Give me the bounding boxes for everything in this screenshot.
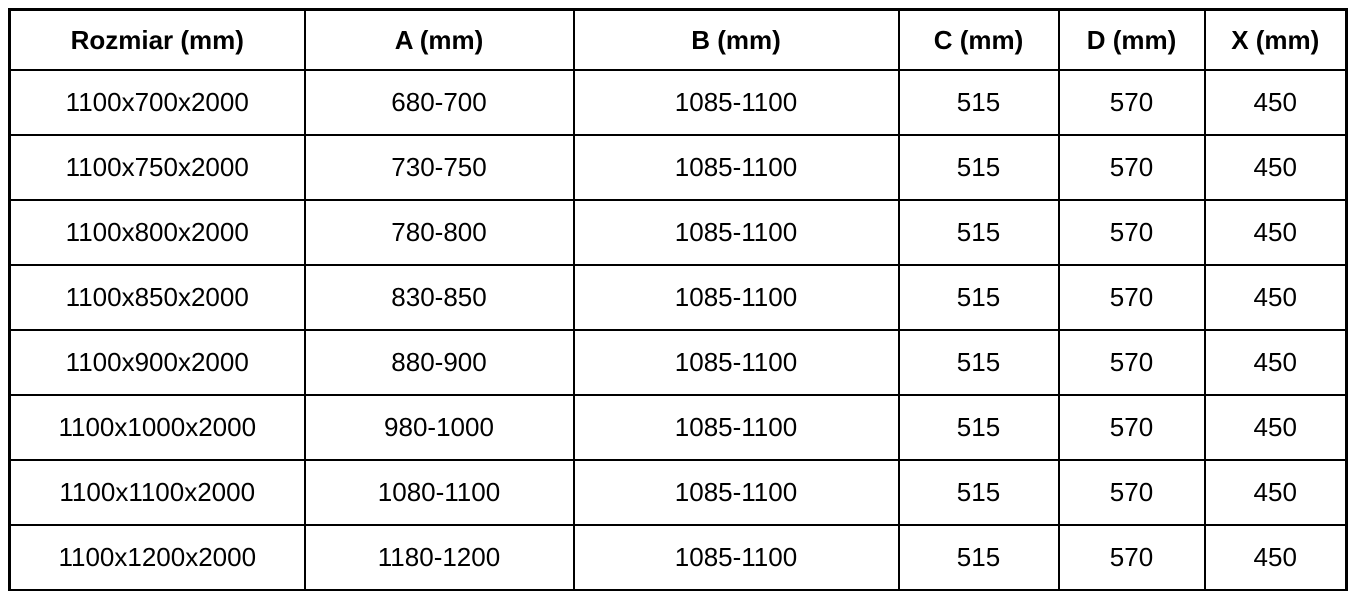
cell-c: 515 — [897, 459, 1060, 526]
cell-a: 1080-1100 — [303, 459, 575, 526]
table-row: 1100x1200x2000 1180-1200 1085-1100 515 5… — [8, 524, 1348, 591]
table-row: 1100x800x2000 780-800 1085-1100 515 570 … — [8, 199, 1348, 266]
cell-rozmiar: 1100x1000x2000 — [8, 394, 306, 461]
column-header-c: C (mm) — [897, 8, 1060, 71]
column-header-rozmiar: Rozmiar (mm) — [8, 8, 306, 71]
cell-a: 780-800 — [303, 199, 575, 266]
cell-a: 880-900 — [303, 329, 575, 396]
table-row: 1100x1000x2000 980-1000 1085-1100 515 57… — [8, 394, 1348, 461]
cell-d: 570 — [1057, 394, 1206, 461]
table-row: 1100x750x2000 730-750 1085-1100 515 570 … — [8, 134, 1348, 201]
cell-x: 450 — [1203, 524, 1348, 591]
cell-b: 1085-1100 — [572, 69, 900, 136]
table-row: 1100x850x2000 830-850 1085-1100 515 570 … — [8, 264, 1348, 331]
cell-rozmiar: 1100x700x2000 — [8, 69, 306, 136]
cell-rozmiar: 1100x1100x2000 — [8, 459, 306, 526]
column-header-b: B (mm) — [572, 8, 900, 71]
cell-b: 1085-1100 — [572, 199, 900, 266]
cell-rozmiar: 1100x1200x2000 — [8, 524, 306, 591]
cell-x: 450 — [1203, 394, 1348, 461]
cell-c: 515 — [897, 199, 1060, 266]
column-header-d: D (mm) — [1057, 8, 1206, 71]
cell-rozmiar: 1100x850x2000 — [8, 264, 306, 331]
cell-d: 570 — [1057, 264, 1206, 331]
cell-b: 1085-1100 — [572, 459, 900, 526]
table-row: 1100x700x2000 680-700 1085-1100 515 570 … — [8, 69, 1348, 136]
cell-a: 730-750 — [303, 134, 575, 201]
cell-d: 570 — [1057, 329, 1206, 396]
cell-a: 830-850 — [303, 264, 575, 331]
cell-x: 450 — [1203, 329, 1348, 396]
cell-b: 1085-1100 — [572, 329, 900, 396]
cell-d: 570 — [1057, 199, 1206, 266]
cell-c: 515 — [897, 394, 1060, 461]
cell-x: 450 — [1203, 199, 1348, 266]
cell-x: 450 — [1203, 134, 1348, 201]
cell-rozmiar: 1100x800x2000 — [8, 199, 306, 266]
cell-a: 980-1000 — [303, 394, 575, 461]
cell-c: 515 — [897, 134, 1060, 201]
cell-d: 570 — [1057, 459, 1206, 526]
cell-a: 1180-1200 — [303, 524, 575, 591]
dimensions-table: Rozmiar (mm) A (mm) B (mm) C (mm) D (mm)… — [8, 8, 1348, 591]
cell-x: 450 — [1203, 264, 1348, 331]
column-header-x: X (mm) — [1203, 8, 1348, 71]
cell-rozmiar: 1100x750x2000 — [8, 134, 306, 201]
cell-c: 515 — [897, 69, 1060, 136]
cell-d: 570 — [1057, 134, 1206, 201]
cell-b: 1085-1100 — [572, 134, 900, 201]
column-header-a: A (mm) — [303, 8, 575, 71]
cell-d: 570 — [1057, 524, 1206, 591]
cell-d: 570 — [1057, 69, 1206, 136]
cell-b: 1085-1100 — [572, 524, 900, 591]
table-row: 1100x1100x2000 1080-1100 1085-1100 515 5… — [8, 459, 1348, 526]
cell-rozmiar: 1100x900x2000 — [8, 329, 306, 396]
cell-x: 450 — [1203, 69, 1348, 136]
cell-c: 515 — [897, 524, 1060, 591]
cell-a: 680-700 — [303, 69, 575, 136]
cell-x: 450 — [1203, 459, 1348, 526]
cell-c: 515 — [897, 329, 1060, 396]
cell-b: 1085-1100 — [572, 264, 900, 331]
table-row: 1100x900x2000 880-900 1085-1100 515 570 … — [8, 329, 1348, 396]
cell-c: 515 — [897, 264, 1060, 331]
header-row: Rozmiar (mm) A (mm) B (mm) C (mm) D (mm)… — [8, 8, 1348, 71]
cell-b: 1085-1100 — [572, 394, 900, 461]
